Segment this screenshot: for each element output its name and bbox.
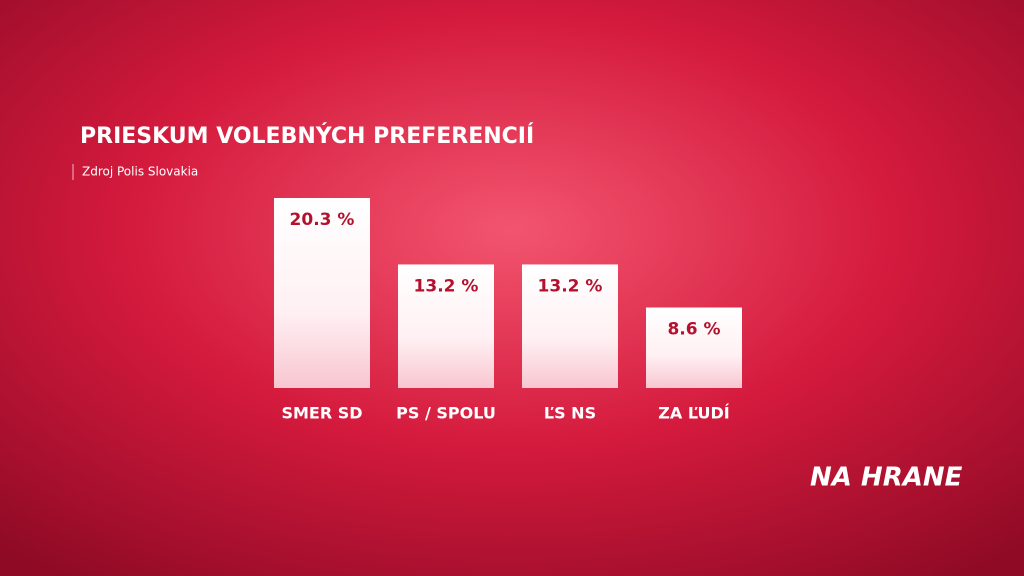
- chart-subtitle: Zdroj Polis Slovakia: [82, 165, 198, 179]
- bar: [522, 264, 618, 388]
- category-label: SMER SD: [281, 404, 362, 423]
- category-label: PS / SPOLU: [396, 404, 496, 423]
- value-label: 8.6 %: [667, 320, 720, 340]
- bar: [398, 264, 494, 388]
- value-label: 20.3 %: [290, 210, 355, 230]
- bar: [274, 197, 370, 388]
- logo: NA HRANE: [810, 463, 963, 493]
- category-label: ZA ĽUDÍ: [658, 404, 729, 423]
- bar: [646, 307, 742, 388]
- category-label: ĽS NS: [544, 404, 596, 423]
- chart-title: PRIESKUM VOLEBNÝCH PREFERENCIÍ: [80, 123, 534, 149]
- value-label: 13.2 %: [538, 276, 603, 296]
- value-label: 13.2 %: [414, 276, 479, 296]
